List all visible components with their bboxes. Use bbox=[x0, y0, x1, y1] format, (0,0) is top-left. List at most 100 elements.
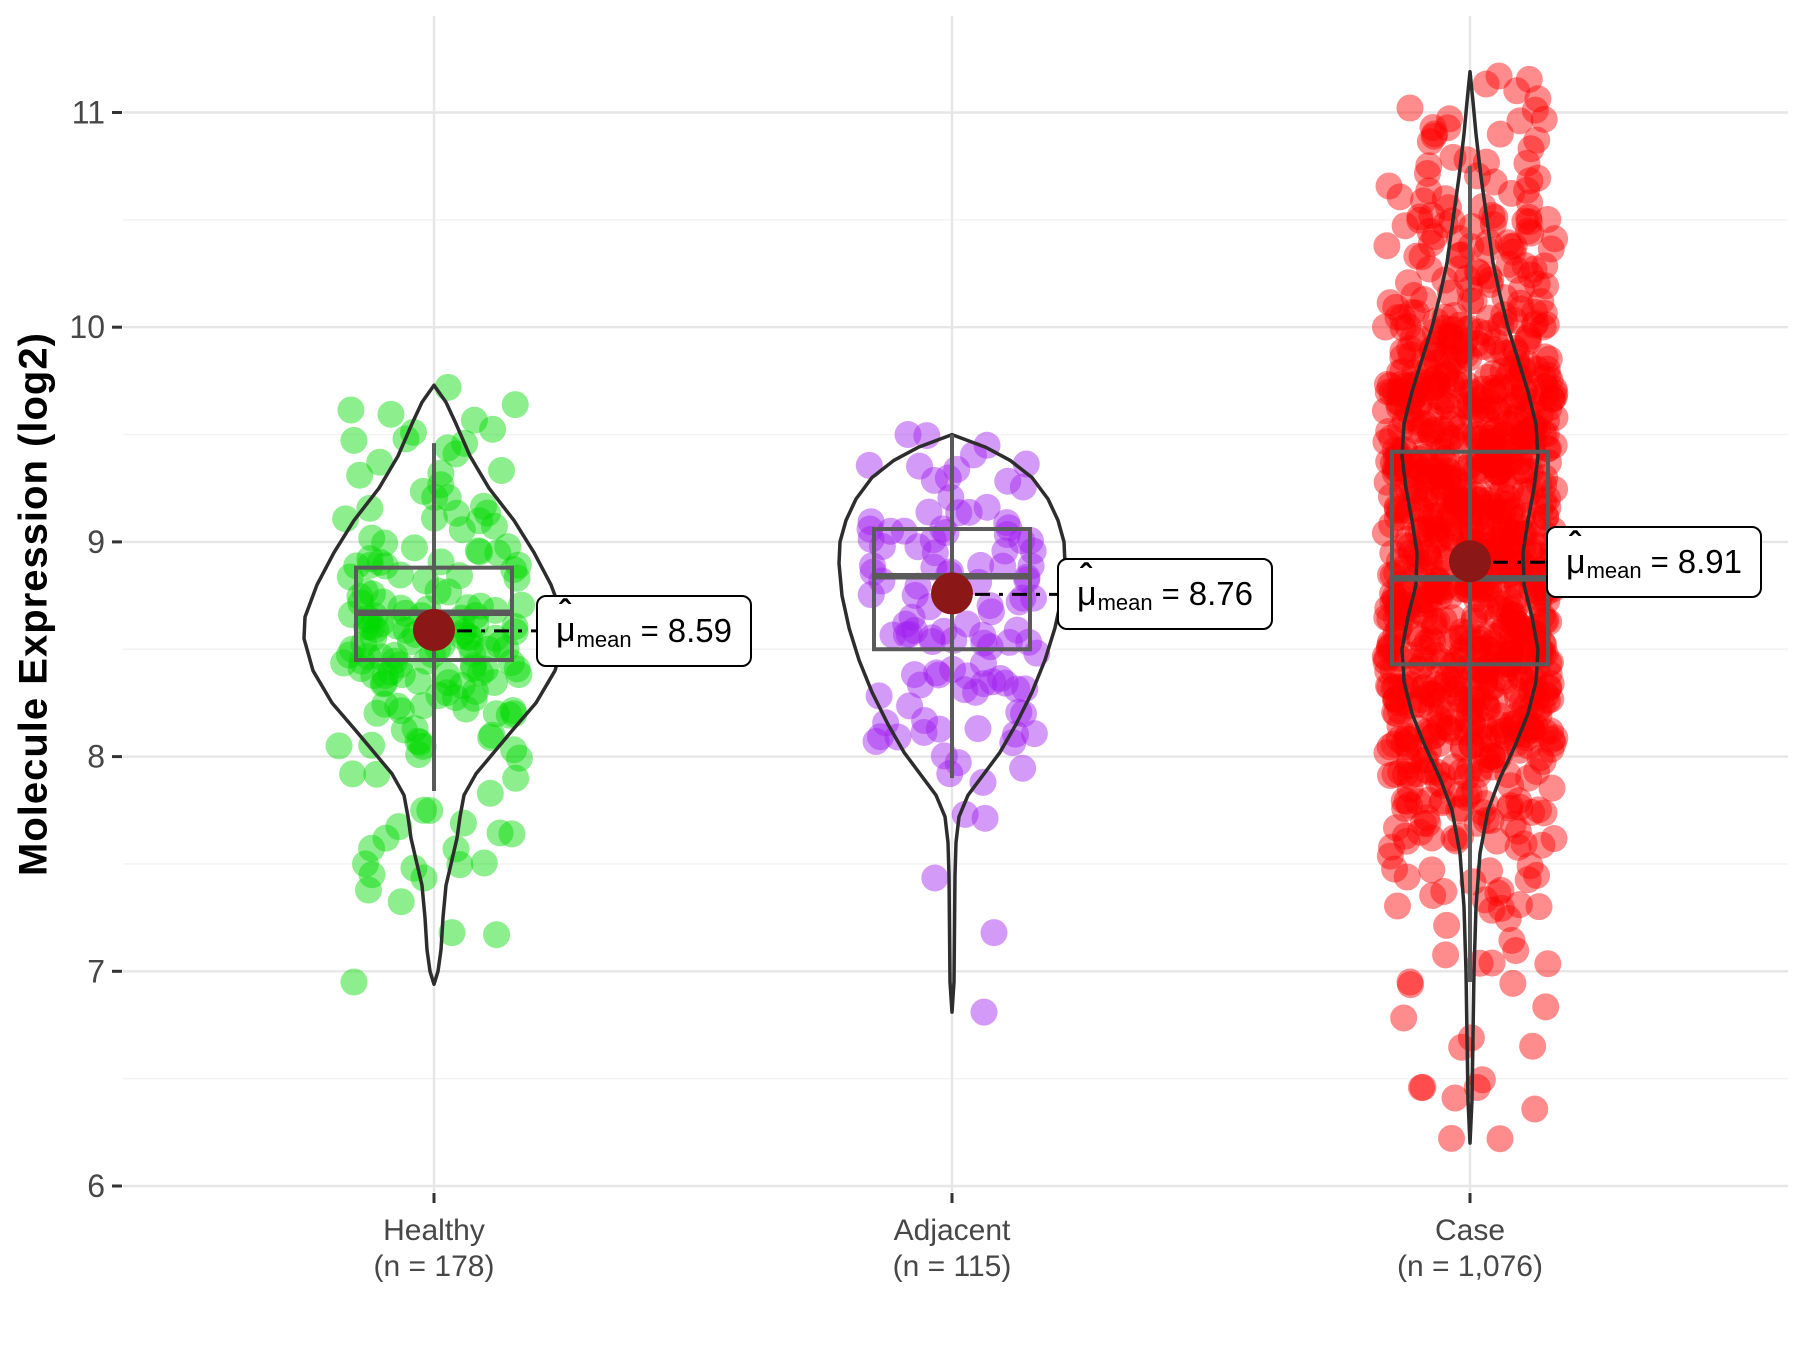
jitter-point bbox=[1420, 122, 1448, 150]
jitter-point bbox=[1506, 736, 1534, 764]
jitter-point bbox=[434, 434, 462, 462]
jitter-point bbox=[1469, 375, 1497, 403]
jitter-point bbox=[1485, 62, 1513, 90]
jitter-point bbox=[1416, 418, 1444, 446]
jitter-point bbox=[363, 760, 391, 788]
jitter-point bbox=[971, 804, 999, 832]
jitter-point bbox=[1502, 937, 1530, 965]
jitter-point bbox=[1530, 607, 1558, 635]
jitter-point bbox=[973, 493, 1001, 521]
jitter-point bbox=[371, 529, 399, 557]
jitter-point bbox=[1389, 314, 1417, 342]
jitter-point bbox=[1483, 458, 1511, 486]
jitter-point bbox=[911, 707, 939, 735]
jitter-point bbox=[1418, 201, 1446, 229]
jitter-point bbox=[1495, 561, 1523, 589]
jitter-point bbox=[970, 670, 998, 698]
jitter-point bbox=[1397, 971, 1425, 999]
jitter-point bbox=[1009, 473, 1037, 501]
jitter-point bbox=[1423, 371, 1451, 399]
jitter-point bbox=[1523, 613, 1551, 641]
jitter-point bbox=[1428, 577, 1456, 605]
jitter-point bbox=[918, 624, 946, 652]
jitter-point bbox=[1490, 716, 1518, 744]
jitter-point bbox=[1479, 493, 1507, 521]
jitter-point bbox=[951, 676, 979, 704]
jitter-point bbox=[1404, 788, 1432, 816]
jitter-point bbox=[1529, 364, 1557, 392]
jitter-point bbox=[1480, 377, 1508, 405]
jitter-point bbox=[1412, 520, 1440, 548]
jitter-point bbox=[1514, 325, 1542, 353]
jitter-point bbox=[1442, 489, 1470, 517]
jitter-point bbox=[1453, 763, 1481, 791]
jitter-point bbox=[1444, 339, 1472, 367]
jitter-point bbox=[377, 400, 405, 428]
jitter-point bbox=[944, 749, 972, 777]
jitter-point bbox=[1453, 457, 1481, 485]
jitter-point bbox=[1426, 461, 1454, 489]
jitter-point bbox=[1396, 762, 1424, 790]
jitter-point bbox=[1384, 303, 1412, 331]
jitter-point bbox=[1523, 126, 1551, 154]
jitter-point bbox=[1437, 628, 1465, 656]
jitter-point bbox=[1402, 299, 1430, 327]
jitter-point bbox=[1481, 686, 1509, 714]
jitter-point bbox=[1511, 207, 1539, 235]
jitter-point bbox=[969, 768, 997, 796]
jitter-point bbox=[1500, 520, 1528, 548]
jitter-point bbox=[1495, 532, 1523, 560]
jitter-point bbox=[1437, 522, 1465, 550]
jitter-point bbox=[1454, 575, 1482, 603]
jitter-point bbox=[351, 577, 379, 605]
jitter-point bbox=[1524, 85, 1552, 113]
jitter-point bbox=[1417, 401, 1445, 429]
jitter-point bbox=[1453, 315, 1481, 343]
jitter-point bbox=[1423, 363, 1451, 391]
jitter-point bbox=[1453, 784, 1481, 812]
jitter-point bbox=[1426, 468, 1454, 496]
jitter-point bbox=[410, 796, 438, 824]
mean-dot-healthy bbox=[413, 608, 455, 651]
jitter-point bbox=[1452, 454, 1480, 482]
jitter-point bbox=[1371, 397, 1399, 425]
jitter-point bbox=[1478, 742, 1506, 770]
jitter-point bbox=[369, 588, 397, 616]
mean-value: 8.76 bbox=[1188, 575, 1253, 613]
jitter-point bbox=[1413, 628, 1441, 656]
jitter-point bbox=[1495, 250, 1523, 278]
jitter-point bbox=[1382, 293, 1410, 321]
jitter-point bbox=[1467, 576, 1495, 604]
jitter-point bbox=[1415, 152, 1443, 180]
jitter-point bbox=[1458, 685, 1486, 713]
jitter-point bbox=[1423, 577, 1451, 605]
jitter-point bbox=[358, 834, 386, 862]
jitter-point bbox=[460, 406, 488, 434]
jitter-point bbox=[1399, 451, 1427, 479]
jitter-point bbox=[1371, 313, 1399, 341]
jitter-point bbox=[473, 499, 501, 527]
jitter-point bbox=[969, 621, 997, 649]
jitter-point bbox=[1389, 303, 1417, 331]
jitter-point bbox=[1478, 896, 1506, 924]
jitter-point bbox=[1019, 537, 1047, 565]
jitter-point bbox=[377, 658, 405, 686]
jitter-point bbox=[1525, 585, 1553, 613]
jitter-point bbox=[1410, 348, 1438, 376]
jitter-point bbox=[1473, 634, 1501, 662]
jitter-point bbox=[339, 760, 367, 788]
jitter-point bbox=[1386, 697, 1414, 725]
jitter-point bbox=[1486, 711, 1514, 739]
jitter-point bbox=[1490, 648, 1518, 676]
jitter-point bbox=[1538, 385, 1566, 413]
jitter-point bbox=[1538, 726, 1566, 754]
jitter-point bbox=[1505, 891, 1533, 919]
jitter-point bbox=[1471, 494, 1499, 522]
jitter-point bbox=[979, 668, 1007, 696]
jitter-point bbox=[1479, 451, 1507, 479]
jitter-point bbox=[906, 452, 934, 480]
jitter-point bbox=[1443, 646, 1471, 674]
jitter-point bbox=[1452, 487, 1480, 515]
